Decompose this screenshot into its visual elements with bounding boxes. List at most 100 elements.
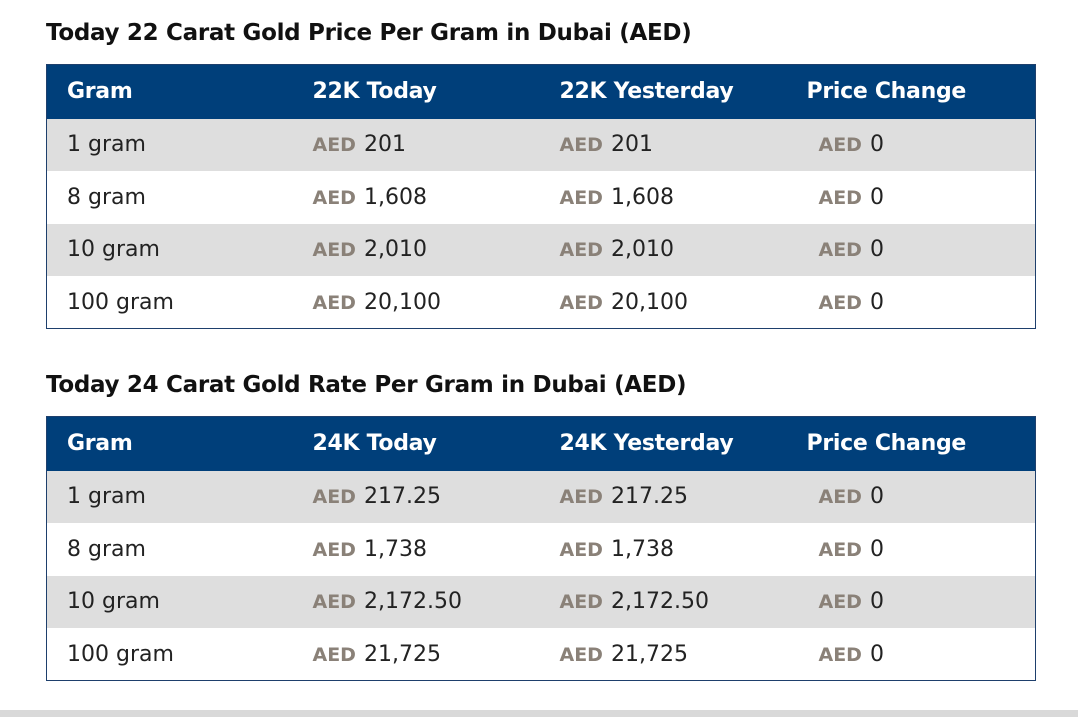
yesterday-price-cell: AED 2,010 — [540, 224, 787, 277]
currency-label: AED — [559, 186, 603, 209]
section-title-22k: Today 22 Carat Gold Price Per Gram in Du… — [46, 20, 692, 46]
gold-price-table-22k: Gram 22K Today 22K Yesterday Price Chang… — [46, 64, 1036, 329]
column-header-today: 24K Today — [312, 431, 437, 457]
price-value: 21,725 — [610, 641, 688, 667]
table-row: 8 gram AED 1,608 AED 1,608 AED 0 — [46, 171, 1036, 224]
price-value: 2,172.50 — [363, 589, 462, 615]
gram-cell: 1 gram — [67, 132, 146, 158]
currency-label: AED — [818, 239, 862, 262]
price-value: 1,608 — [610, 184, 674, 210]
yesterday-price-cell: AED 1,608 — [540, 171, 787, 224]
table-row: 8 gram AED 1,738 AED 1,738 AED 0 — [46, 523, 1036, 576]
price-change-cell: AED 0 — [787, 224, 1036, 277]
column-header-today: 22K Today — [312, 79, 437, 105]
today-price-cell: AED 1,608 — [293, 171, 540, 224]
yesterday-price-cell: AED 217.25 — [540, 471, 787, 524]
price-value: 20,100 — [363, 289, 441, 315]
currency-label: AED — [818, 538, 862, 561]
price-value: 201 — [610, 132, 653, 158]
currency-label: AED — [312, 134, 356, 157]
table-row: 1 gram AED 201 AED 201 AED 0 — [46, 118, 1036, 172]
table-header-row: Gram 24K Today 24K Yesterday Price Chang… — [46, 416, 1036, 471]
price-value: 2,010 — [610, 237, 674, 263]
price-value: 217.25 — [363, 484, 441, 510]
table-row: 1 gram AED 217.25 AED 217.25 AED 0 — [46, 470, 1036, 524]
today-price-cell: AED 2,172.50 — [293, 576, 540, 629]
price-change-cell: AED 0 — [787, 471, 1036, 524]
currency-label: AED — [818, 134, 862, 157]
price-value: 0 — [869, 184, 884, 210]
currency-label: AED — [312, 538, 356, 561]
currency-label: AED — [818, 591, 862, 614]
price-value: 1,608 — [363, 184, 427, 210]
currency-label: AED — [818, 486, 862, 509]
price-change-cell: AED 0 — [787, 576, 1036, 629]
page-bottom-divider — [0, 710, 1078, 717]
table-header-row: Gram 22K Today 22K Yesterday Price Chang… — [46, 64, 1036, 119]
today-price-cell: AED 2,010 — [293, 224, 540, 277]
table-body: 1 gram AED 201 AED 201 AED 0 8 gram AED 1,608 AED… — [46, 118, 1036, 329]
table-row: 10 gram AED 2,172.50 AED 2,172.50 AED 0 — [46, 575, 1036, 629]
gram-cell: 1 gram — [67, 484, 146, 510]
column-header-price-change: Price Change — [806, 431, 967, 457]
price-value: 1,738 — [363, 536, 427, 562]
price-value: 217.25 — [610, 484, 688, 510]
currency-label: AED — [818, 643, 862, 666]
today-price-cell: AED 21,725 — [293, 628, 540, 681]
price-value: 0 — [869, 536, 884, 562]
currency-label: AED — [312, 591, 356, 614]
gram-cell: 100 gram — [67, 289, 174, 315]
currency-label: AED — [312, 486, 356, 509]
table-body: 1 gram AED 217.25 AED 217.25 AED 0 8 gram AED 1,… — [46, 470, 1036, 681]
price-change-cell: AED 0 — [787, 171, 1036, 224]
price-change-cell: AED 0 — [787, 523, 1036, 576]
currency-label: AED — [559, 239, 603, 262]
price-value: 0 — [869, 132, 884, 158]
price-change-cell: AED 0 — [787, 276, 1036, 329]
price-value: 201 — [363, 132, 406, 158]
today-price-cell: AED 201 — [293, 119, 540, 172]
column-header-gram: Gram — [67, 431, 133, 457]
gram-cell: 100 gram — [67, 641, 174, 667]
currency-label: AED — [559, 486, 603, 509]
section-title-24k: Today 24 Carat Gold Rate Per Gram in Dub… — [46, 372, 687, 398]
today-price-cell: AED 217.25 — [293, 471, 540, 524]
price-value: 0 — [869, 589, 884, 615]
price-value: 2,172.50 — [610, 589, 709, 615]
yesterday-price-cell: AED 201 — [540, 119, 787, 172]
column-header-yesterday: 22K Yesterday — [559, 79, 734, 105]
price-value: 21,725 — [363, 641, 441, 667]
table-row: 10 gram AED 2,010 AED 2,010 AED 0 — [46, 223, 1036, 277]
gold-price-table-24k: Gram 24K Today 24K Yesterday Price Chang… — [46, 416, 1036, 681]
price-change-cell: AED 0 — [787, 628, 1036, 681]
currency-label: AED — [312, 239, 356, 262]
price-change-cell: AED 0 — [787, 119, 1036, 172]
price-value: 1,738 — [610, 536, 674, 562]
currency-label: AED — [559, 643, 603, 666]
currency-label: AED — [559, 291, 603, 314]
yesterday-price-cell: AED 2,172.50 — [540, 576, 787, 629]
currency-label: AED — [312, 291, 356, 314]
price-value: 0 — [869, 484, 884, 510]
gram-cell: 8 gram — [67, 536, 146, 562]
currency-label: AED — [818, 186, 862, 209]
column-header-price-change: Price Change — [806, 79, 967, 105]
gram-cell: 10 gram — [67, 237, 160, 263]
table-row: 100 gram AED 20,100 AED 20,100 AED 0 — [46, 276, 1036, 329]
table-row: 100 gram AED 21,725 AED 21,725 AED 0 — [46, 628, 1036, 681]
price-value: 0 — [869, 237, 884, 263]
currency-label: AED — [559, 134, 603, 157]
today-price-cell: AED 20,100 — [293, 276, 540, 329]
column-header-gram: Gram — [67, 79, 133, 105]
price-value: 20,100 — [610, 289, 688, 315]
gram-cell: 10 gram — [67, 589, 160, 615]
today-price-cell: AED 1,738 — [293, 523, 540, 576]
price-value: 0 — [869, 641, 884, 667]
gram-cell: 8 gram — [67, 184, 146, 210]
column-header-yesterday: 24K Yesterday — [559, 431, 734, 457]
currency-label: AED — [559, 591, 603, 614]
currency-label: AED — [312, 643, 356, 666]
yesterday-price-cell: AED 1,738 — [540, 523, 787, 576]
yesterday-price-cell: AED 20,100 — [540, 276, 787, 329]
price-value: 2,010 — [363, 237, 427, 263]
